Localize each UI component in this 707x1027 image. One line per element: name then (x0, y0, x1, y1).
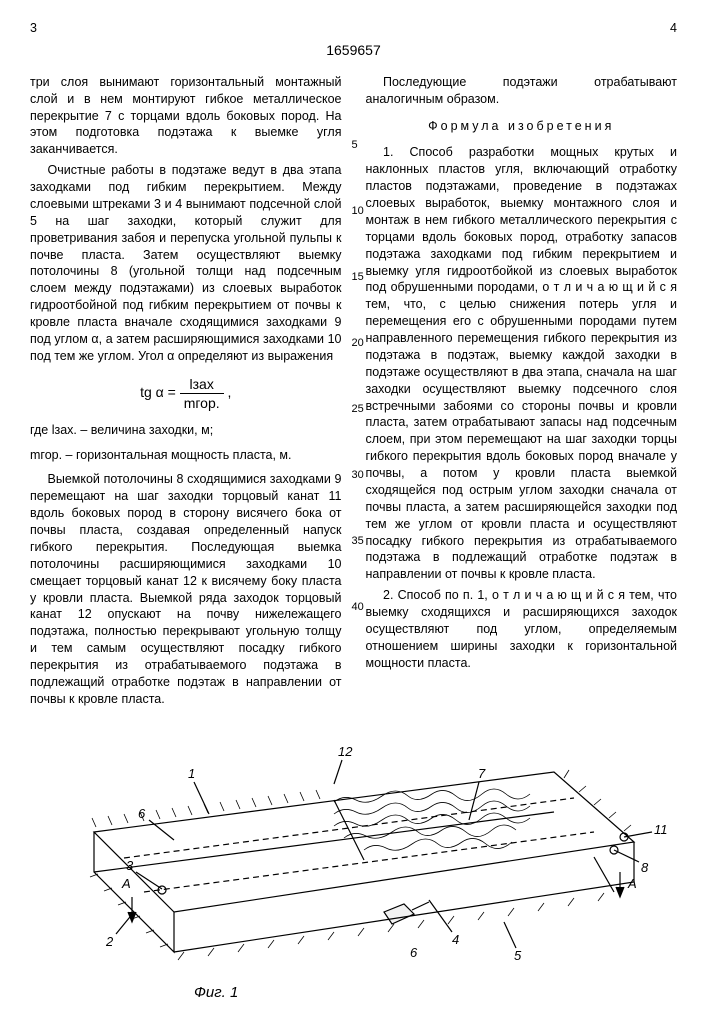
line-25: 25 (352, 402, 364, 417)
page-num-right: 4 (670, 20, 677, 37)
fig-label-4: 4 (452, 932, 459, 947)
claims-title: Формула изобретения (366, 118, 678, 135)
figure-1: 1 12 7 6 3 A 2 4 5 6 11 8 A Фиг. 1 (30, 742, 677, 1007)
fig-label-6a: 6 (138, 806, 146, 821)
fig-label-11: 11 (654, 822, 668, 837)
line-35: 35 (352, 534, 364, 549)
fig-label-12: 12 (338, 744, 353, 759)
para-l4: Выемкой потолочины 8 сходящимися заходка… (30, 471, 342, 707)
left-column: три слоя вынимают горизонтальный монтажн… (30, 74, 342, 712)
fig-label-7: 7 (478, 766, 486, 781)
line-10: 10 (352, 204, 364, 219)
page-num-left: 3 (30, 20, 37, 37)
fig-label-A2: A (627, 876, 637, 891)
figure-svg: 1 12 7 6 3 A 2 4 5 6 11 8 A Фиг. 1 (34, 742, 674, 1002)
line-30: 30 (352, 468, 364, 483)
formula-num: lзах (180, 377, 224, 394)
fig-label-2: 2 (105, 934, 114, 949)
figure-caption: Фиг. 1 (194, 984, 238, 1001)
patent-number: 1659657 (30, 41, 677, 60)
claim-2: 2. Способ по п. 1, о т л и ч а ю щ и й с… (366, 587, 678, 671)
line-15: 15 (352, 270, 364, 285)
line-20: 20 (352, 336, 364, 351)
formula-den: mгор. (180, 394, 224, 410)
para-r1: Последующие подэтажи отрабатывают аналог… (366, 74, 678, 108)
fig-label-1: 1 (188, 766, 195, 781)
line-40: 40 (352, 600, 364, 615)
fig-label-6b: 6 (410, 945, 418, 960)
line-5: 5 (352, 138, 358, 153)
right-column: 5 10 15 20 25 30 35 40 Последующие подэт… (366, 74, 678, 712)
formula-lhs: tg α = (140, 384, 176, 400)
fig-label-3: 3 (126, 858, 134, 873)
claim-1: 1. Способ разработки мощных крутых и нак… (366, 144, 678, 583)
fig-label-5: 5 (514, 948, 522, 963)
para-l2: Очистные работы в подэтаже ведут в два э… (30, 162, 342, 365)
def-1: где lзах. – величина заходки, м; (52, 422, 342, 439)
def-2: mгор. – горизонтальная мощность пласта, … (52, 447, 342, 464)
fig-label-A1: A (121, 876, 131, 891)
fig-label-8: 8 (641, 860, 649, 875)
formula: tg α = lзах mгор. , (30, 377, 342, 410)
para-l1: три слоя вынимают горизонтальный монтажн… (30, 74, 342, 158)
